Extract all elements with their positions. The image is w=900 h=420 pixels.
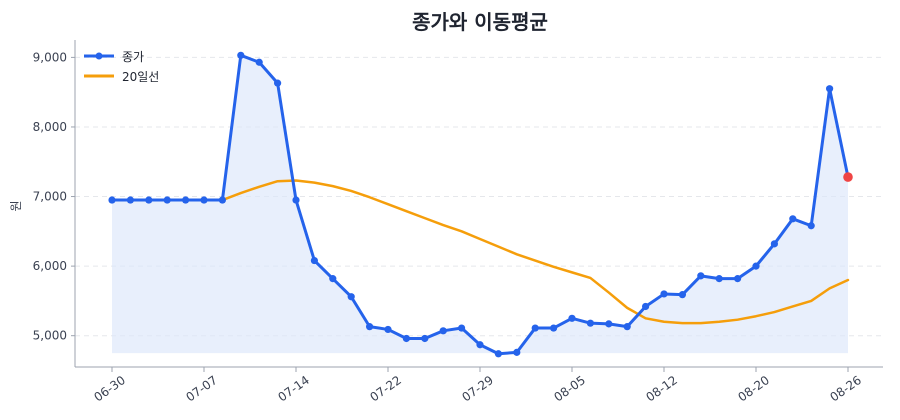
close-point bbox=[752, 262, 760, 270]
close-point bbox=[678, 291, 687, 299]
x-tick-label: 07-14 bbox=[275, 373, 312, 404]
close-point bbox=[182, 196, 190, 204]
close-point bbox=[366, 323, 374, 331]
close-point bbox=[458, 324, 466, 332]
close-area-fill bbox=[112, 55, 848, 354]
close-point bbox=[660, 290, 668, 298]
close-point bbox=[200, 196, 208, 204]
close-point bbox=[255, 58, 263, 66]
close-point bbox=[586, 319, 595, 327]
close-point bbox=[605, 320, 613, 328]
legend-close-label: 종가 bbox=[122, 50, 144, 64]
close-point bbox=[476, 341, 484, 349]
x-tick-label: 08-20 bbox=[735, 373, 772, 404]
close-point bbox=[274, 79, 282, 87]
axes bbox=[74, 40, 883, 368]
close-point bbox=[439, 327, 447, 335]
close-point bbox=[237, 51, 245, 59]
ma20-line bbox=[110, 179, 850, 325]
close-point bbox=[384, 325, 392, 334]
close-point bbox=[826, 85, 834, 93]
y-tick-label: 7,000 bbox=[33, 190, 67, 204]
close-point bbox=[807, 222, 815, 230]
close-point bbox=[310, 256, 318, 265]
x-tick-label: 08-26 bbox=[827, 373, 864, 404]
close-point bbox=[513, 348, 521, 356]
close-markers bbox=[108, 51, 853, 358]
x-tick-label: 07-22 bbox=[367, 373, 404, 404]
close-point bbox=[145, 196, 153, 204]
close-point bbox=[770, 240, 779, 248]
close-point bbox=[550, 324, 558, 332]
close-point bbox=[421, 334, 429, 343]
close-area bbox=[112, 55, 848, 354]
legend-ma20-label: 20일선 bbox=[122, 70, 159, 84]
y-tick-label: 6,000 bbox=[33, 259, 67, 273]
y-axis-label: 원 bbox=[9, 200, 23, 211]
x-tick-label: 07-29 bbox=[459, 373, 496, 404]
close-point bbox=[697, 272, 705, 280]
last-close-point bbox=[843, 172, 853, 182]
close-point bbox=[568, 314, 576, 322]
close-point bbox=[329, 275, 337, 283]
close-point bbox=[623, 323, 631, 331]
close-point bbox=[108, 196, 116, 204]
x-tick-label: 07-07 bbox=[183, 373, 220, 404]
close-point bbox=[789, 215, 797, 223]
x-tick-labels: 06-30 07-07 07-14 07-22 07-29 08-05 08-12 08-20… bbox=[91, 367, 864, 404]
y-tick-label: 8,000 bbox=[33, 120, 67, 134]
close-point bbox=[292, 196, 300, 204]
y-tick-label: 5,000 bbox=[33, 329, 67, 343]
close-point bbox=[402, 334, 410, 343]
y-tick-label: 9,000 bbox=[33, 50, 67, 64]
x-tick-label: 08-05 bbox=[551, 373, 588, 404]
x-tick-label: 08-12 bbox=[643, 373, 680, 404]
close-point bbox=[347, 293, 355, 301]
y-tick-labels: 5,000 6,000 7,000 8,000 9,000 bbox=[33, 50, 75, 343]
close-point bbox=[734, 275, 742, 283]
close-point bbox=[531, 324, 539, 332]
close-point bbox=[163, 196, 171, 204]
close-point bbox=[642, 302, 650, 311]
close-point bbox=[494, 350, 502, 358]
x-tick-label: 06-30 bbox=[91, 373, 128, 404]
chart-title: 종가와 이동평균 bbox=[412, 10, 548, 34]
legend: 종가 20일선 bbox=[84, 50, 159, 84]
close-point bbox=[126, 196, 134, 204]
close-point bbox=[218, 196, 226, 204]
close-point bbox=[715, 275, 723, 283]
legend-close-marker bbox=[95, 52, 103, 60]
